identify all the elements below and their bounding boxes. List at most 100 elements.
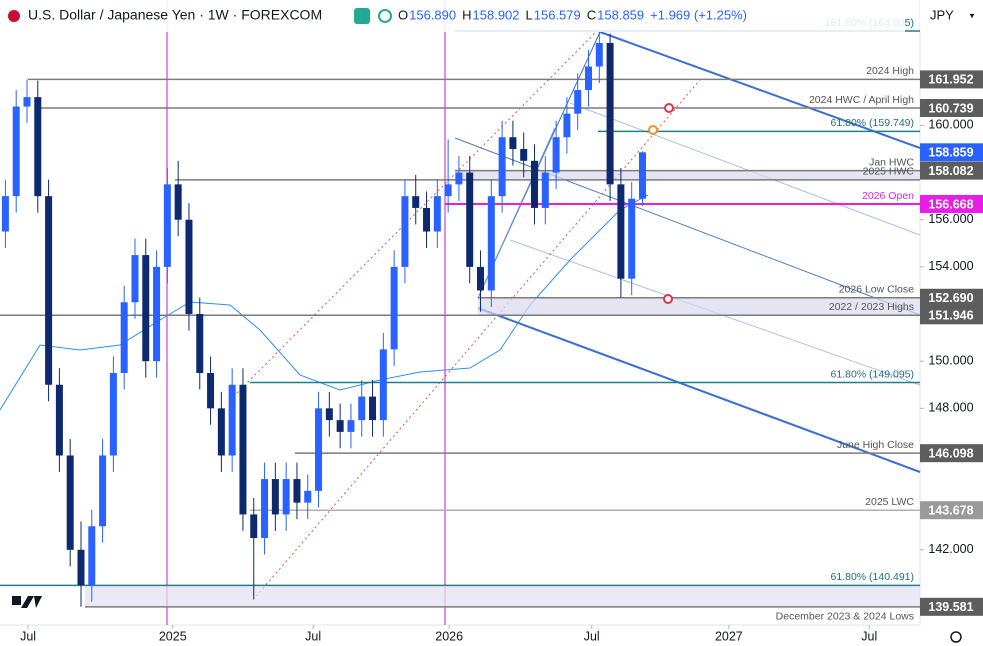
- currency-dropdown[interactable]: ▾: [970, 10, 975, 20]
- candle-body: [628, 198, 636, 279]
- zone: [478, 297, 920, 316]
- candle-body: [45, 196, 53, 385]
- candle-body: [315, 408, 323, 491]
- ohlc-value: 156.579: [534, 7, 581, 22]
- candle-body: [99, 455, 107, 527]
- price-tag-label: 143.678: [928, 504, 973, 518]
- x-tick-label: Jul: [861, 629, 877, 643]
- currency-bg: [920, 0, 983, 32]
- candle-body: [77, 549, 85, 586]
- level-label: 2025 HWC: [863, 166, 915, 178]
- y-tick-label: 154.000: [928, 259, 973, 273]
- price-tag: [920, 99, 983, 118]
- candle-body: [228, 384, 236, 456]
- marker: [664, 103, 674, 113]
- price-tag: [920, 288, 983, 307]
- candle-body: [379, 349, 387, 421]
- level-label: 61.80% (159.749): [831, 117, 914, 129]
- logo: [12, 596, 42, 608]
- channel-dotted: [252, 79, 701, 601]
- flag-button[interactable]: [354, 8, 370, 24]
- candle-body: [325, 408, 333, 421]
- price-tag-label: 158.082: [928, 164, 973, 178]
- drawings: [0, 29, 921, 601]
- candle-body: [606, 42, 614, 185]
- candle-body: [261, 479, 269, 539]
- price-tag: [920, 501, 983, 520]
- candle-body: [282, 479, 290, 515]
- candle-body: [509, 137, 517, 150]
- candle-body: [88, 526, 96, 586]
- candle-body: [531, 160, 539, 208]
- candle-body: [369, 396, 377, 421]
- ohlc-value: 158.902: [473, 7, 520, 22]
- zone: [455, 170, 920, 180]
- y-tick-label: 142.000: [928, 542, 973, 556]
- level-label: 2022 / 2023 Highs: [829, 301, 914, 313]
- change: +1.969 (+1.25%): [650, 7, 747, 22]
- ohlc-key: O: [398, 7, 408, 22]
- x-tick-label: 2027: [715, 629, 743, 643]
- symbol-title: U.S. Dollar / Japanese Yen · 1W · FOREXC…: [28, 7, 322, 23]
- price-tag-label: 139.581: [928, 600, 973, 614]
- candle-body: [584, 66, 592, 91]
- logo-part: [21, 596, 42, 608]
- candle-body: [109, 372, 117, 456]
- price-tag: [920, 194, 983, 213]
- zone: [85, 585, 920, 607]
- candle-body: [304, 490, 312, 503]
- level-label: 2024 High: [866, 65, 914, 77]
- candle-body: [498, 137, 506, 197]
- candle-body: [574, 90, 582, 114]
- marker: [663, 294, 673, 304]
- price-tag-label: 152.690: [928, 291, 973, 305]
- candle-body: [12, 106, 20, 197]
- candle-body: [477, 266, 485, 291]
- candle-body: [563, 113, 571, 138]
- candle-body: [433, 196, 441, 232]
- flag-icon: [8, 10, 20, 22]
- candle-body: [293, 479, 301, 503]
- x-tick-label: Jul: [305, 629, 321, 643]
- candle-body: [336, 420, 344, 432]
- candle-body: [207, 372, 215, 409]
- last-price-label: 158.859: [928, 146, 973, 160]
- y-tick-label: 160.000: [928, 118, 973, 132]
- price-tag-label: 161.952: [928, 73, 973, 87]
- candle-body: [390, 266, 398, 350]
- x-tick-label: Jul: [20, 629, 36, 643]
- x-tick-label: Jul: [584, 629, 600, 643]
- candle-body: [638, 152, 646, 199]
- level-label: 2026 Low Close: [839, 284, 914, 296]
- candle-body: [120, 302, 128, 373]
- candles: [1, 31, 646, 607]
- header-bg: [0, 0, 905, 32]
- price-tag: [920, 306, 983, 325]
- price-tag: [920, 70, 983, 89]
- candle-body: [163, 184, 171, 267]
- trendline: [569, 102, 921, 236]
- ohlc-key: C: [587, 7, 596, 22]
- candle-body: [347, 420, 355, 432]
- price-tag: [920, 597, 983, 616]
- candle-body: [401, 196, 409, 267]
- candle-body: [185, 219, 193, 315]
- candle-body: [196, 314, 204, 373]
- status-dot: [378, 9, 392, 23]
- logo-part: [12, 596, 21, 605]
- settings-button[interactable]: [950, 631, 962, 643]
- zones: [85, 170, 920, 607]
- candle-body: [271, 479, 279, 515]
- candle-body: [34, 97, 42, 197]
- level-label: Jan HWC: [869, 156, 914, 168]
- candle-body: [174, 184, 182, 220]
- ohlc-value: 158.859: [597, 7, 644, 22]
- candle-body: [250, 514, 258, 539]
- candle-body: [487, 196, 495, 291]
- level-label: December 2023 & 2024 Lows: [776, 611, 914, 623]
- currency[interactable]: JPY: [930, 7, 954, 22]
- price-tag-label: 156.668: [928, 197, 973, 211]
- y-tick-label: 148.000: [928, 401, 973, 415]
- candle-body: [142, 255, 150, 362]
